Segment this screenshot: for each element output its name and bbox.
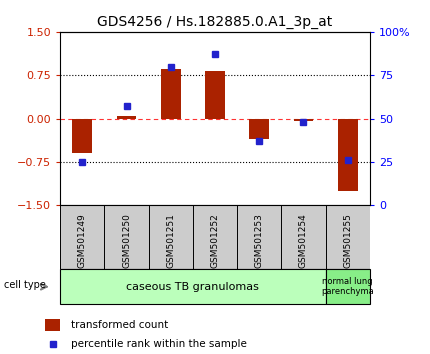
Bar: [338, 119, 358, 191]
Title: GDS4256 / Hs.182885.0.A1_3p_at: GDS4256 / Hs.182885.0.A1_3p_at: [97, 16, 333, 29]
Text: GSM501253: GSM501253: [255, 213, 264, 268]
Text: GSM501252: GSM501252: [211, 213, 219, 268]
Text: GSM501254: GSM501254: [299, 213, 308, 268]
Text: GSM501250: GSM501250: [122, 213, 131, 268]
Text: GSM501255: GSM501255: [343, 213, 352, 268]
Text: caseous TB granulomas: caseous TB granulomas: [126, 282, 259, 292]
Text: cell type: cell type: [4, 280, 46, 290]
Bar: [45, 319, 60, 331]
Bar: [326, 269, 370, 304]
Text: GSM501249: GSM501249: [78, 213, 87, 268]
Bar: [72, 119, 92, 153]
Bar: [205, 71, 225, 119]
Text: GSM501251: GSM501251: [166, 213, 175, 268]
Text: percentile rank within the sample: percentile rank within the sample: [71, 339, 247, 349]
Bar: [249, 119, 269, 139]
Bar: [117, 116, 136, 119]
Bar: [60, 269, 326, 304]
Bar: [161, 69, 181, 119]
Text: transformed count: transformed count: [71, 320, 168, 330]
Bar: [294, 119, 313, 121]
Text: normal lung
parenchyma: normal lung parenchyma: [321, 277, 374, 296]
